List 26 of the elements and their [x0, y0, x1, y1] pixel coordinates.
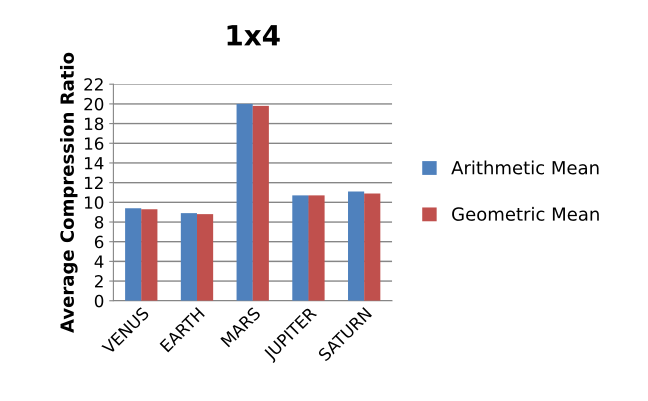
y-tick-label: 8	[94, 216, 104, 229]
y-tick-label: 14	[84, 157, 104, 170]
bar	[196, 214, 214, 301]
bar	[180, 213, 197, 301]
bar	[348, 191, 364, 301]
y-tick-label: 10	[84, 196, 104, 209]
y-tick-label: 16	[84, 137, 104, 150]
bar	[308, 195, 325, 301]
y-tick-label: 4	[94, 256, 104, 268]
bar	[141, 209, 158, 301]
y-tick-label: 2	[94, 275, 103, 288]
chart-title: 1x4	[228, 25, 280, 46]
bar	[292, 195, 308, 301]
bar	[364, 193, 380, 301]
y-axis-title: Average Compression Ratio	[60, 52, 78, 333]
y-tick-label: 18	[84, 118, 104, 130]
legend-label: Arithmetic Mean	[451, 160, 599, 175]
legend-label: Geometric Mean	[452, 206, 599, 221]
bar	[125, 208, 142, 301]
y-tick-label: 22	[84, 78, 103, 91]
y-tick-label: 6	[94, 236, 104, 248]
bar	[252, 106, 269, 301]
y-tick-label: 12	[84, 176, 103, 189]
bar	[236, 104, 253, 301]
y-tick-label: 0	[94, 294, 104, 308]
y-tick-label: 20	[84, 98, 104, 110]
